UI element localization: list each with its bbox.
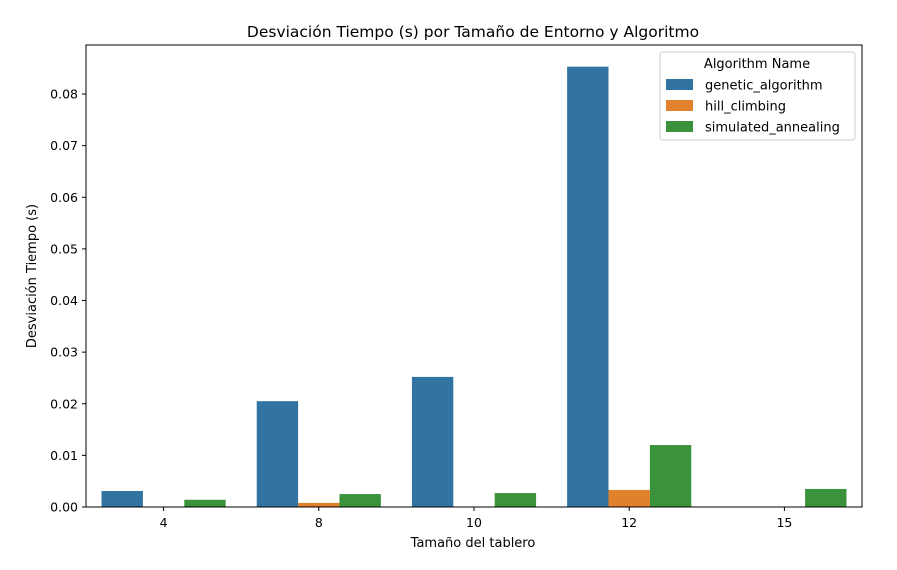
legend: Algorithm Name genetic_algorithm hill_cli… bbox=[659, 51, 856, 141]
bar-simulated_annealing-10 bbox=[494, 493, 537, 507]
bar-hill_climbing-12 bbox=[608, 489, 650, 507]
bars-layer bbox=[101, 66, 847, 507]
x-axis-ticks: 4 8 10 12 15 bbox=[160, 507, 792, 530]
x-tick-label: 4 bbox=[160, 515, 168, 530]
bar-genetic_algorithm-8 bbox=[256, 401, 299, 507]
x-tick-label: 8 bbox=[315, 515, 323, 530]
y-tick-label: 0.00 bbox=[50, 500, 78, 515]
bar-genetic_algorithm-10 bbox=[411, 376, 454, 507]
x-tick-label: 10 bbox=[466, 515, 482, 530]
bar-simulated_annealing-12 bbox=[649, 445, 692, 507]
bar-simulated_annealing-4 bbox=[184, 499, 226, 507]
legend-items: genetic_algorithm hill_climbing simulated_… bbox=[666, 79, 840, 136]
chart-title: Desviación Tiempo (s) por Tamaño de Ento… bbox=[247, 23, 699, 41]
bar-genetic_algorithm-12 bbox=[567, 66, 609, 507]
y-tick-label: 0.04 bbox=[50, 293, 78, 308]
legend-swatch-hill_climbing bbox=[666, 100, 693, 111]
y-axis-ticks: 0.00 0.01 0.02 0.03 0.04 0.05 0.06 0.07 0.08 bbox=[50, 87, 86, 515]
x-axis-label: Tamaño del tablero bbox=[410, 536, 536, 551]
bar-genetic_algorithm-4 bbox=[101, 490, 143, 507]
y-tick-label: 0.02 bbox=[50, 396, 78, 411]
y-tick-label: 0.07 bbox=[50, 138, 78, 153]
y-tick-label: 0.05 bbox=[50, 241, 78, 256]
y-tick-label: 0.01 bbox=[50, 448, 78, 463]
legend-swatch-simulated_annealing bbox=[666, 121, 693, 132]
x-tick-label: 15 bbox=[776, 515, 792, 530]
legend-label-hill_climbing: hill_climbing bbox=[705, 100, 786, 115]
legend-swatch-genetic_algorithm bbox=[666, 79, 693, 90]
legend-label-genetic_algorithm: genetic_algorithm bbox=[705, 79, 823, 94]
x-tick-label: 12 bbox=[621, 515, 637, 530]
legend-box bbox=[659, 51, 856, 141]
y-axis-label: Desviación Tiempo (s) bbox=[25, 204, 40, 348]
bar-hill_climbing-8 bbox=[298, 502, 340, 507]
legend-title: Algorithm Name bbox=[704, 57, 810, 72]
y-tick-label: 0.06 bbox=[50, 190, 78, 205]
bar-simulated_annealing-15 bbox=[805, 488, 847, 507]
legend-label-simulated_annealing: simulated_annealing bbox=[705, 121, 840, 136]
y-tick-label: 0.03 bbox=[50, 345, 78, 360]
bar-simulated_annealing-8 bbox=[339, 494, 381, 507]
y-tick-label: 0.08 bbox=[50, 87, 78, 102]
